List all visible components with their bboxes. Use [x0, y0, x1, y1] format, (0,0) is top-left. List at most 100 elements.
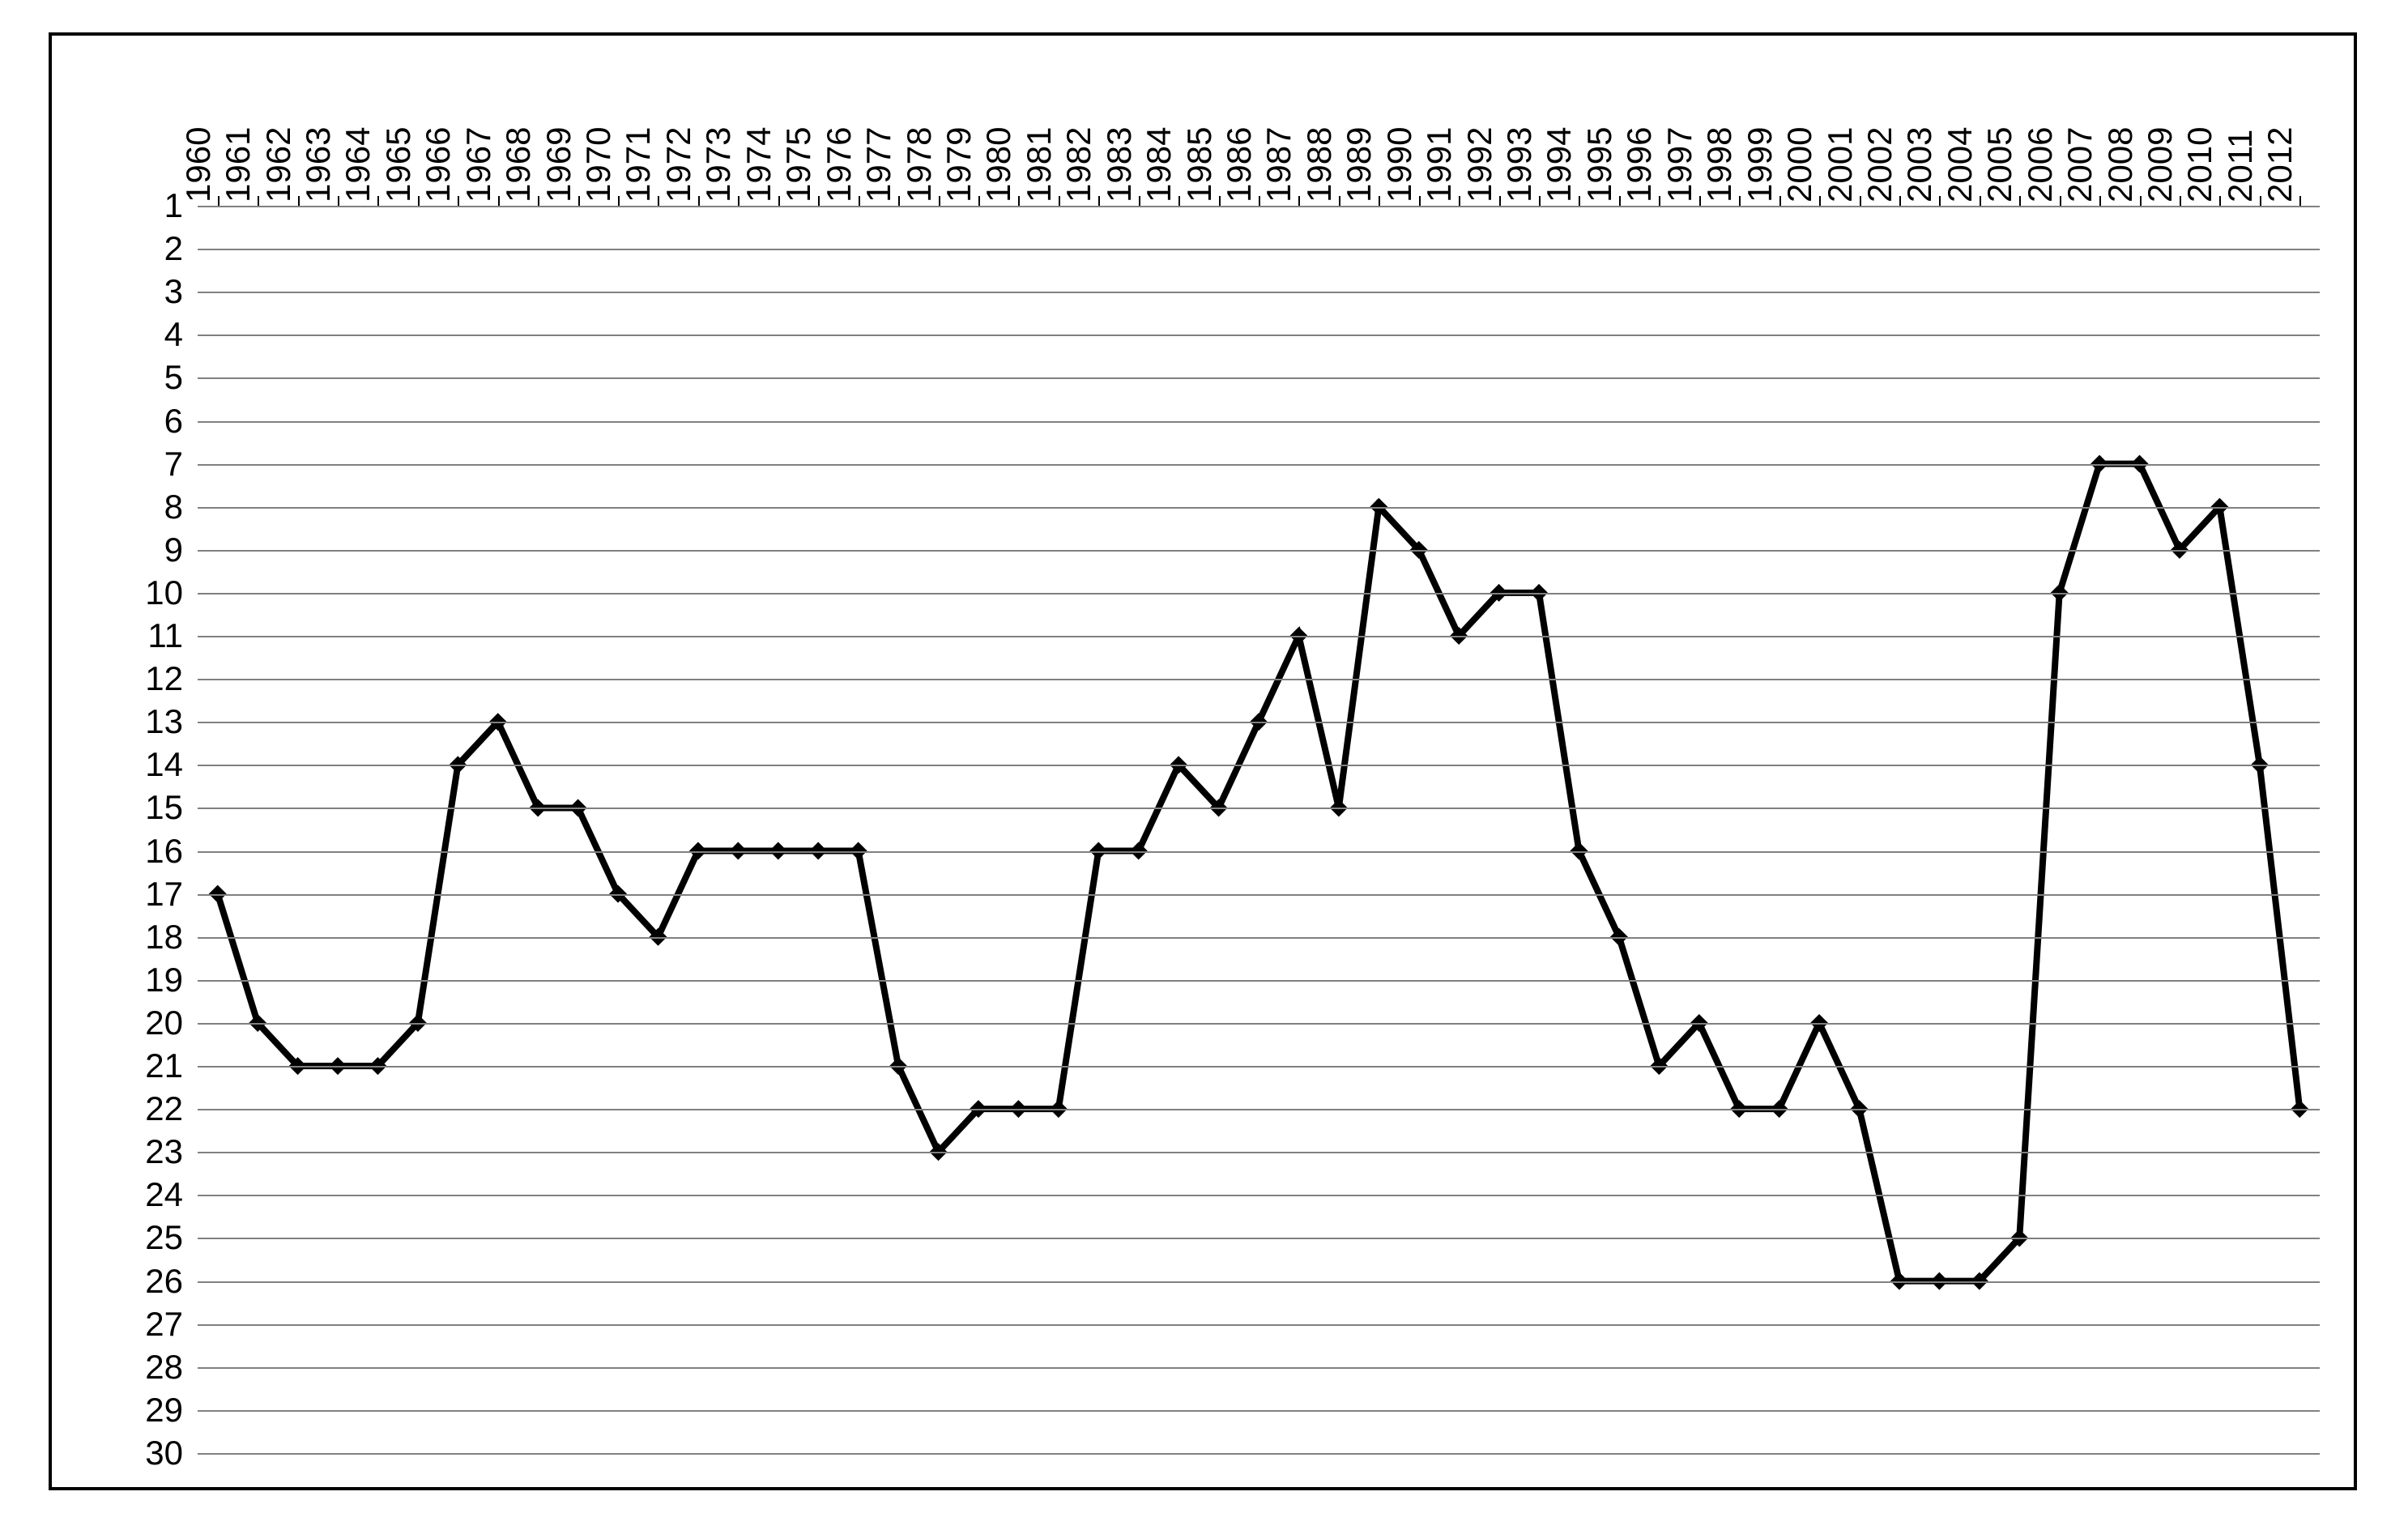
- plot-area: [198, 206, 2320, 1453]
- x-axis-label: 1966: [419, 127, 458, 202]
- gridline: [198, 550, 2320, 552]
- x-axis-label: 2001: [1821, 127, 1860, 202]
- gridline: [198, 937, 2320, 939]
- gridline: [198, 1152, 2320, 1153]
- x-axis-label: 1976: [820, 127, 859, 202]
- gridline: [198, 1410, 2320, 1412]
- y-axis-label: 26: [53, 1262, 183, 1301]
- y-axis-label: 27: [53, 1305, 183, 1344]
- x-axis-label: 2010: [2180, 127, 2219, 202]
- gridline: [198, 980, 2320, 982]
- x-axis-label: 1990: [1380, 127, 1419, 202]
- gridline: [198, 636, 2320, 637]
- gridline: [198, 292, 2320, 293]
- gridline: [198, 851, 2320, 853]
- y-axis-label: 24: [53, 1175, 183, 1214]
- y-axis-label: 9: [53, 531, 183, 569]
- y-axis-label: 30: [53, 1434, 183, 1472]
- x-axis-label: 2003: [1900, 127, 1939, 202]
- gridline: [198, 593, 2320, 595]
- x-axis-label: 1977: [859, 127, 898, 202]
- y-axis-label: 10: [53, 573, 183, 612]
- x-axis-label: 2006: [2021, 127, 2060, 202]
- x-axis-label: 1974: [739, 127, 778, 202]
- y-axis-label: 18: [53, 918, 183, 957]
- x-axis-label: 2000: [1780, 127, 1819, 202]
- x-axis-label: 1971: [619, 127, 658, 202]
- y-axis-label: 28: [53, 1348, 183, 1387]
- x-axis-label: 1991: [1420, 127, 1459, 202]
- y-axis-label: 7: [53, 445, 183, 484]
- line-plot-svg: [198, 206, 2320, 1453]
- x-axis-label: 1972: [659, 127, 698, 202]
- x-axis-label: 1963: [299, 127, 338, 202]
- gridline: [198, 335, 2320, 336]
- x-axis-label: 1967: [459, 127, 498, 202]
- y-axis-label: 12: [53, 659, 183, 698]
- gridline: [198, 1109, 2320, 1110]
- y-axis-label: 15: [53, 788, 183, 827]
- y-axis-label: 29: [53, 1391, 183, 1430]
- x-axis-label: 1964: [339, 127, 377, 202]
- y-axis-label: 25: [53, 1218, 183, 1257]
- x-axis-label: 1962: [259, 127, 298, 202]
- x-axis-label: 2008: [2101, 127, 2140, 202]
- x-axis-label: 1994: [1540, 127, 1579, 202]
- x-axis-label: 2004: [1941, 127, 1980, 202]
- x-axis-label: 1996: [1620, 127, 1659, 202]
- gridline: [198, 765, 2320, 766]
- x-axis-label: 1978: [900, 127, 939, 202]
- x-axis-label: 2011: [2221, 130, 2260, 202]
- x-axis-label: 1970: [579, 127, 618, 202]
- x-axis-label: 1984: [1140, 127, 1178, 202]
- y-axis-label: 19: [53, 961, 183, 999]
- gridline: [198, 1453, 2320, 1455]
- gridline: [198, 894, 2320, 896]
- gridline: [198, 1281, 2320, 1283]
- x-axis-label: 2005: [1980, 127, 2019, 202]
- x-axis-label: 1968: [499, 127, 538, 202]
- x-axis-label: 1979: [940, 127, 978, 202]
- y-axis-label: 22: [53, 1089, 183, 1128]
- x-axis-label: 1999: [1741, 127, 1779, 202]
- y-axis-label: 5: [53, 358, 183, 397]
- x-axis-label: 1969: [539, 127, 578, 202]
- x-axis-label: 1987: [1259, 127, 1298, 202]
- x-axis-label: 1982: [1059, 127, 1098, 202]
- x-axis-label: 1989: [1340, 127, 1379, 202]
- gridline: [198, 249, 2320, 250]
- x-axis-label: 2012: [2261, 127, 2299, 202]
- x-axis-label: 1980: [979, 127, 1018, 202]
- y-axis-label: 17: [53, 875, 183, 914]
- x-tick-mark: [2299, 196, 2301, 206]
- x-axis-label: 1983: [1100, 127, 1139, 202]
- gridline: [198, 507, 2320, 509]
- x-axis-label: 2009: [2141, 127, 2180, 202]
- y-axis-label: 6: [53, 402, 183, 441]
- y-axis-label: 3: [53, 272, 183, 311]
- x-axis-label: 1965: [379, 127, 418, 202]
- y-axis-label: 1: [53, 186, 183, 225]
- gridline: [198, 377, 2320, 379]
- x-axis-label: 1993: [1500, 127, 1539, 202]
- gridline: [198, 1023, 2320, 1025]
- gridline: [198, 464, 2320, 466]
- gridline: [198, 1195, 2320, 1196]
- y-axis-label: 16: [53, 832, 183, 871]
- gridline: [198, 808, 2320, 809]
- x-axis-label: 1975: [779, 127, 818, 202]
- gridline: [198, 1324, 2320, 1326]
- y-axis-label: 4: [53, 315, 183, 354]
- gridline: [198, 1238, 2320, 1239]
- x-axis-label: 1986: [1220, 127, 1259, 202]
- x-axis-label: 1961: [219, 127, 258, 202]
- x-axis-label: 1988: [1300, 127, 1339, 202]
- y-axis-label: 23: [53, 1132, 183, 1171]
- x-axis-label: 1981: [1020, 127, 1059, 202]
- x-axis-label: 1985: [1180, 127, 1219, 202]
- y-axis-label: 13: [53, 702, 183, 741]
- x-axis-label: 1998: [1700, 127, 1739, 202]
- x-axis-label: 1992: [1460, 127, 1499, 202]
- y-axis-label: 8: [53, 488, 183, 526]
- chart-frame: 1234567891011121314151617181920212223242…: [49, 32, 2357, 1490]
